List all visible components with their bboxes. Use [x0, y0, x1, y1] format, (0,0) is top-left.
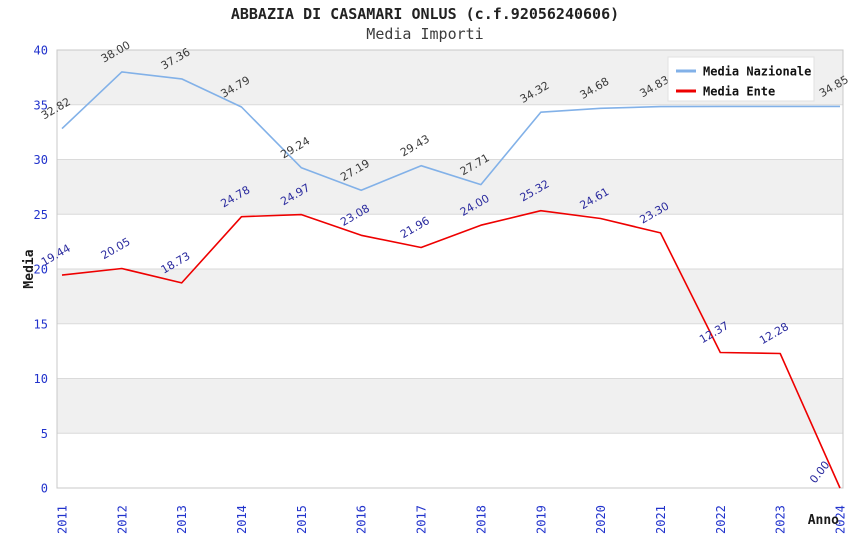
data-point-label: 21.96: [398, 214, 432, 241]
series-line-media-ente: [61, 209, 841, 489]
y-axis-ticks: 0 5 10 15 20 25 30 35 40: [34, 44, 48, 496]
x-axis-title: Anno: [808, 513, 839, 528]
y-tick-label: 0: [41, 482, 48, 496]
y-tick-label: 30: [34, 153, 48, 167]
grid-lines: [57, 104, 843, 434]
chart-subtitle: Media Importi: [366, 25, 483, 43]
x-tick-label: 2022: [714, 505, 728, 534]
y-tick-label: 20: [34, 263, 48, 277]
plot-bands: [57, 50, 843, 434]
legend: Media Nazionale Media Ente: [667, 56, 815, 102]
series-lines: [61, 71, 841, 489]
y-tick-label: 25: [34, 208, 48, 222]
x-tick-label: 2018: [474, 505, 488, 534]
x-tick-label: 2024: [834, 505, 848, 534]
chart-title: ABBAZIA DI CASAMARI ONLUS (c.f.920562406…: [231, 5, 619, 23]
x-tick-label: 2017: [415, 505, 429, 534]
x-tick-label: 2020: [594, 505, 608, 534]
x-axis-ticks: 2011 2012 2013 2014 2015 2016 2017 2018 2019 2020…: [56, 505, 848, 534]
x-tick-label: 2013: [175, 505, 189, 534]
data-point-label: 19.44: [39, 242, 73, 269]
x-tick-label: 2011: [56, 505, 70, 534]
data-point-label: 29.43: [398, 132, 432, 159]
plot-band: [57, 269, 843, 324]
legend-box: [667, 56, 815, 102]
x-tick-label: 2023: [774, 505, 788, 534]
y-tick-label: 15: [34, 317, 48, 331]
y-tick-label: 40: [34, 44, 48, 58]
legend-label-media-ente: Media Ente: [703, 85, 775, 99]
y-tick-label: 35: [34, 98, 48, 112]
x-tick-label: 2014: [235, 505, 249, 534]
legend-label-media-nazionale: Media Nazionale: [703, 65, 811, 79]
data-point-label: 20.05: [99, 235, 133, 262]
data-point-label: 29.24: [278, 134, 312, 161]
y-tick-label: 5: [41, 427, 48, 441]
plot-border: [56, 49, 844, 489]
x-tick-label: 2015: [295, 505, 309, 534]
series-line-media-nazionale: [61, 71, 840, 192]
x-tick-label: 2012: [115, 505, 129, 534]
plot-band: [57, 378, 843, 434]
y-tick-label: 10: [34, 372, 48, 386]
x-tick-label: 2016: [355, 505, 369, 534]
plot-band: [57, 159, 843, 215]
x-tick-label: 2019: [534, 505, 548, 534]
x-tick-label: 2021: [654, 505, 668, 534]
y-axis-title: Media: [22, 249, 37, 288]
